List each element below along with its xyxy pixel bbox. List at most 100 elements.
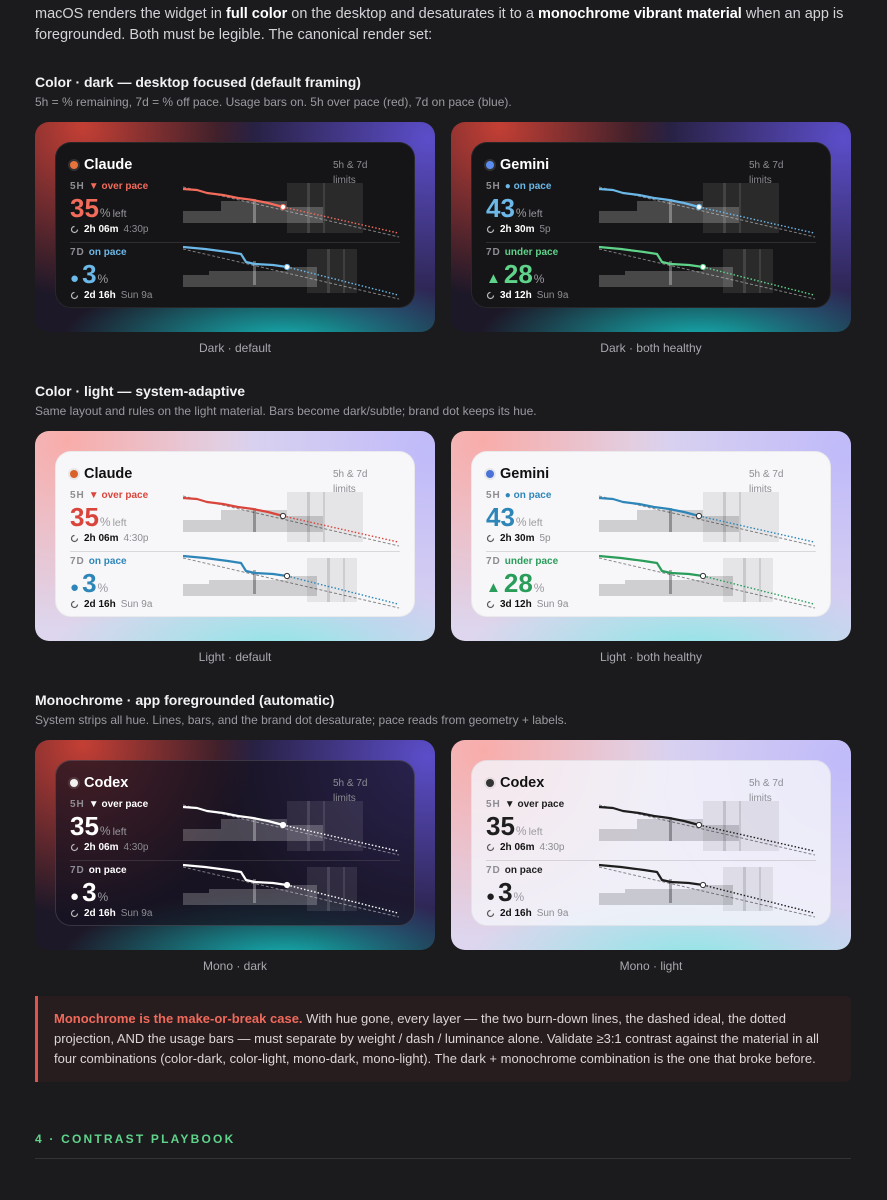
sparkline	[183, 183, 400, 238]
reset-icon	[70, 600, 79, 608]
usage-tick	[253, 879, 256, 903]
burn-line	[599, 863, 704, 887]
sections: Color · dark — desktop focused (default …	[35, 74, 851, 973]
unit: %	[99, 824, 111, 838]
reset-arc	[70, 600, 79, 608]
usage-block	[287, 183, 363, 233]
window-label: 7D	[70, 556, 85, 567]
usage-block	[307, 558, 357, 602]
callout: Monochrome is the make-or-break case. Wi…	[35, 996, 851, 1082]
usage-bar	[599, 893, 625, 905]
burn-line	[599, 496, 700, 518]
card-caption: Mono · light	[619, 959, 683, 973]
reset-line: 3d 12h Sun 9a	[486, 288, 816, 302]
usage-bar	[703, 576, 733, 596]
usage-bar	[703, 267, 733, 287]
section: Monochrome · app foregrounded (automatic…	[35, 692, 851, 973]
reset-at: 4:30p	[123, 532, 149, 544]
big-value: 28	[503, 259, 533, 289]
unit: %	[99, 515, 111, 529]
limits-label: 5h & 7d limits	[749, 778, 784, 804]
usage-bar	[625, 271, 703, 287]
card-column: Codex 5h & 7d limits 5H ▼ over pace 35% left 2…	[451, 740, 851, 973]
reset-time: 3d 12h	[500, 598, 532, 610]
unit: %	[533, 581, 545, 595]
usage-tick	[759, 867, 761, 911]
widget-name: Claude	[84, 157, 133, 173]
usage-tick	[739, 183, 741, 233]
card-column: Gemini 5h & 7d limits 5H ● on pace 43% left 2h…	[451, 122, 851, 355]
usage-bar	[287, 885, 317, 905]
window-label: 7D	[486, 865, 501, 876]
card-column: Claude 5h & 7d limits 5H ▼ over pace 35% left…	[35, 431, 435, 664]
burn-line	[183, 245, 288, 269]
usage-tick	[253, 508, 256, 532]
limits-label: 5h & 7d limits	[749, 160, 784, 186]
usage-row: 5H ● on pace 43% left 2h 30m 5p	[486, 490, 816, 548]
window-label: 5H	[486, 490, 501, 501]
pace-status: ● on pace	[504, 490, 552, 501]
sparkline	[599, 492, 816, 547]
window-label: 7D	[70, 247, 85, 258]
usage-tick	[327, 867, 330, 911]
reset-time: 2h 30m	[500, 223, 535, 235]
reset-at: 5p	[539, 532, 551, 544]
reset-at: Sun 9a	[120, 598, 153, 610]
now-dot	[279, 512, 287, 520]
section: Color · light — system-adaptive Same layo…	[35, 383, 851, 664]
usage-bar	[637, 510, 703, 532]
ideal-line	[599, 866, 816, 918]
ideal-line	[183, 866, 400, 918]
now-dot	[695, 512, 703, 520]
projection-line	[702, 575, 815, 605]
reset-arc	[486, 600, 495, 608]
value-line: ● 3%	[70, 878, 400, 906]
card: Codex 5h & 7d limits 5H ▼ over pace 35% left 2…	[35, 740, 435, 950]
intro-bold: full color	[226, 6, 288, 22]
reset-arc	[70, 909, 79, 917]
reset-time: 3d 12h	[500, 289, 532, 301]
usage-bar	[287, 207, 323, 223]
card-caption: Light · both healthy	[599, 650, 703, 664]
row-label: 5H ▼ over pace	[70, 181, 400, 194]
content: macOS renders the widget in full color o…	[35, 6, 851, 1159]
usage-tick	[253, 199, 256, 223]
reset-at: 4:30p	[123, 841, 149, 853]
projection-line	[702, 266, 815, 296]
usage-bar	[183, 211, 221, 223]
now-dot	[283, 263, 291, 271]
row-label: 7D on pace	[70, 556, 400, 569]
unit: %	[515, 206, 527, 220]
reset-time: 2d 16h	[500, 907, 532, 919]
sparkline	[183, 801, 400, 856]
row-label: 7D under pace	[486, 247, 816, 260]
reset-arc	[70, 843, 79, 851]
reset-arc	[486, 534, 495, 542]
reset-line: 2h 30m 5p	[486, 222, 816, 236]
sparkline	[183, 492, 400, 547]
card-row: Claude 5h & 7d limits 5H ▼ over pace 35% left…	[35, 122, 851, 355]
value-line: 43% left	[486, 503, 816, 531]
pace-marker: ●	[70, 579, 80, 596]
projection-line	[282, 824, 399, 852]
card-caption: Light · default	[198, 650, 272, 664]
usage-tick	[343, 867, 345, 911]
unit: %	[97, 581, 109, 595]
widget-name: Gemini	[500, 466, 550, 482]
window-label: 5H	[70, 181, 85, 192]
usage-tick	[759, 249, 761, 293]
usage-bar	[287, 516, 323, 532]
usage-bar	[703, 825, 739, 841]
usage-tick	[669, 817, 672, 841]
usage-tick	[253, 570, 256, 594]
pace-status: on pace	[88, 247, 127, 258]
reset-icon	[486, 291, 495, 299]
widget-header: Claude 5h & 7d limits	[70, 464, 400, 495]
section-subtitle: 5h = % remaining, 7d = % off pace. Usage…	[35, 95, 512, 109]
widget: Codex 5h & 7d limits 5H ▼ over pace 35% left 2…	[471, 760, 831, 926]
pace-marker: ●	[70, 270, 80, 287]
usage-row: 7D on pace ● 3% 2d 16h Sun 9a	[70, 242, 400, 305]
usage-block	[287, 801, 363, 851]
reset-icon	[70, 909, 79, 917]
window-label: 7D	[486, 247, 501, 258]
